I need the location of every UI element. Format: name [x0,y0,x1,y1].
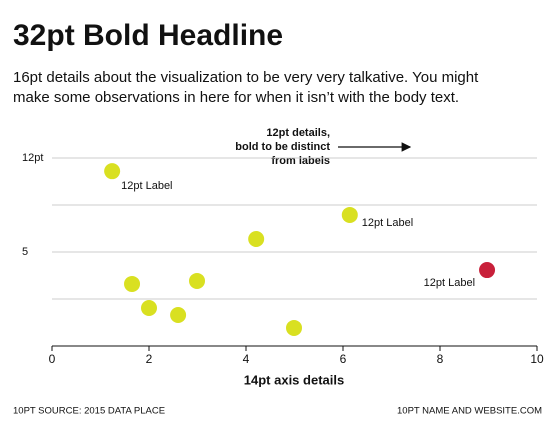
point [341,206,358,223]
annotation: 12pt details, [266,127,330,139]
subtitle: make some observations in here for when … [13,89,459,106]
point [189,272,206,289]
x-tick-label: 10 [530,352,544,366]
point [170,306,187,323]
point [104,163,121,180]
y-tick-label: 5 [22,246,28,258]
annotation: bold to be distinct [235,141,330,153]
x-tick-label: 8 [437,352,444,366]
x-tick-label: 6 [340,352,347,366]
x-axis-label: 14pt axis details [244,372,344,387]
source: 10PT SOURCE: 2015 DATA PLACE [13,406,165,417]
point-label: 12pt Label [362,217,413,229]
x-tick-label: 4 [243,352,250,366]
point [124,275,141,292]
point-label: 12pt Label [424,277,475,289]
chart-title: 32pt Bold Headline [13,19,283,52]
point [479,262,496,279]
annotation: from labels [271,155,330,167]
point-label: 12pt Label [121,180,172,192]
point [141,300,157,317]
x-tick-label: 0 [49,352,56,366]
point [248,231,265,248]
credit: 10PT NAME AND WEBSITE.COM [397,406,542,417]
y-tick-label: 12pt [22,152,43,164]
point [286,319,303,336]
subtitle: 16pt details about the visualization to … [13,69,479,86]
x-tick-label: 2 [146,352,153,366]
